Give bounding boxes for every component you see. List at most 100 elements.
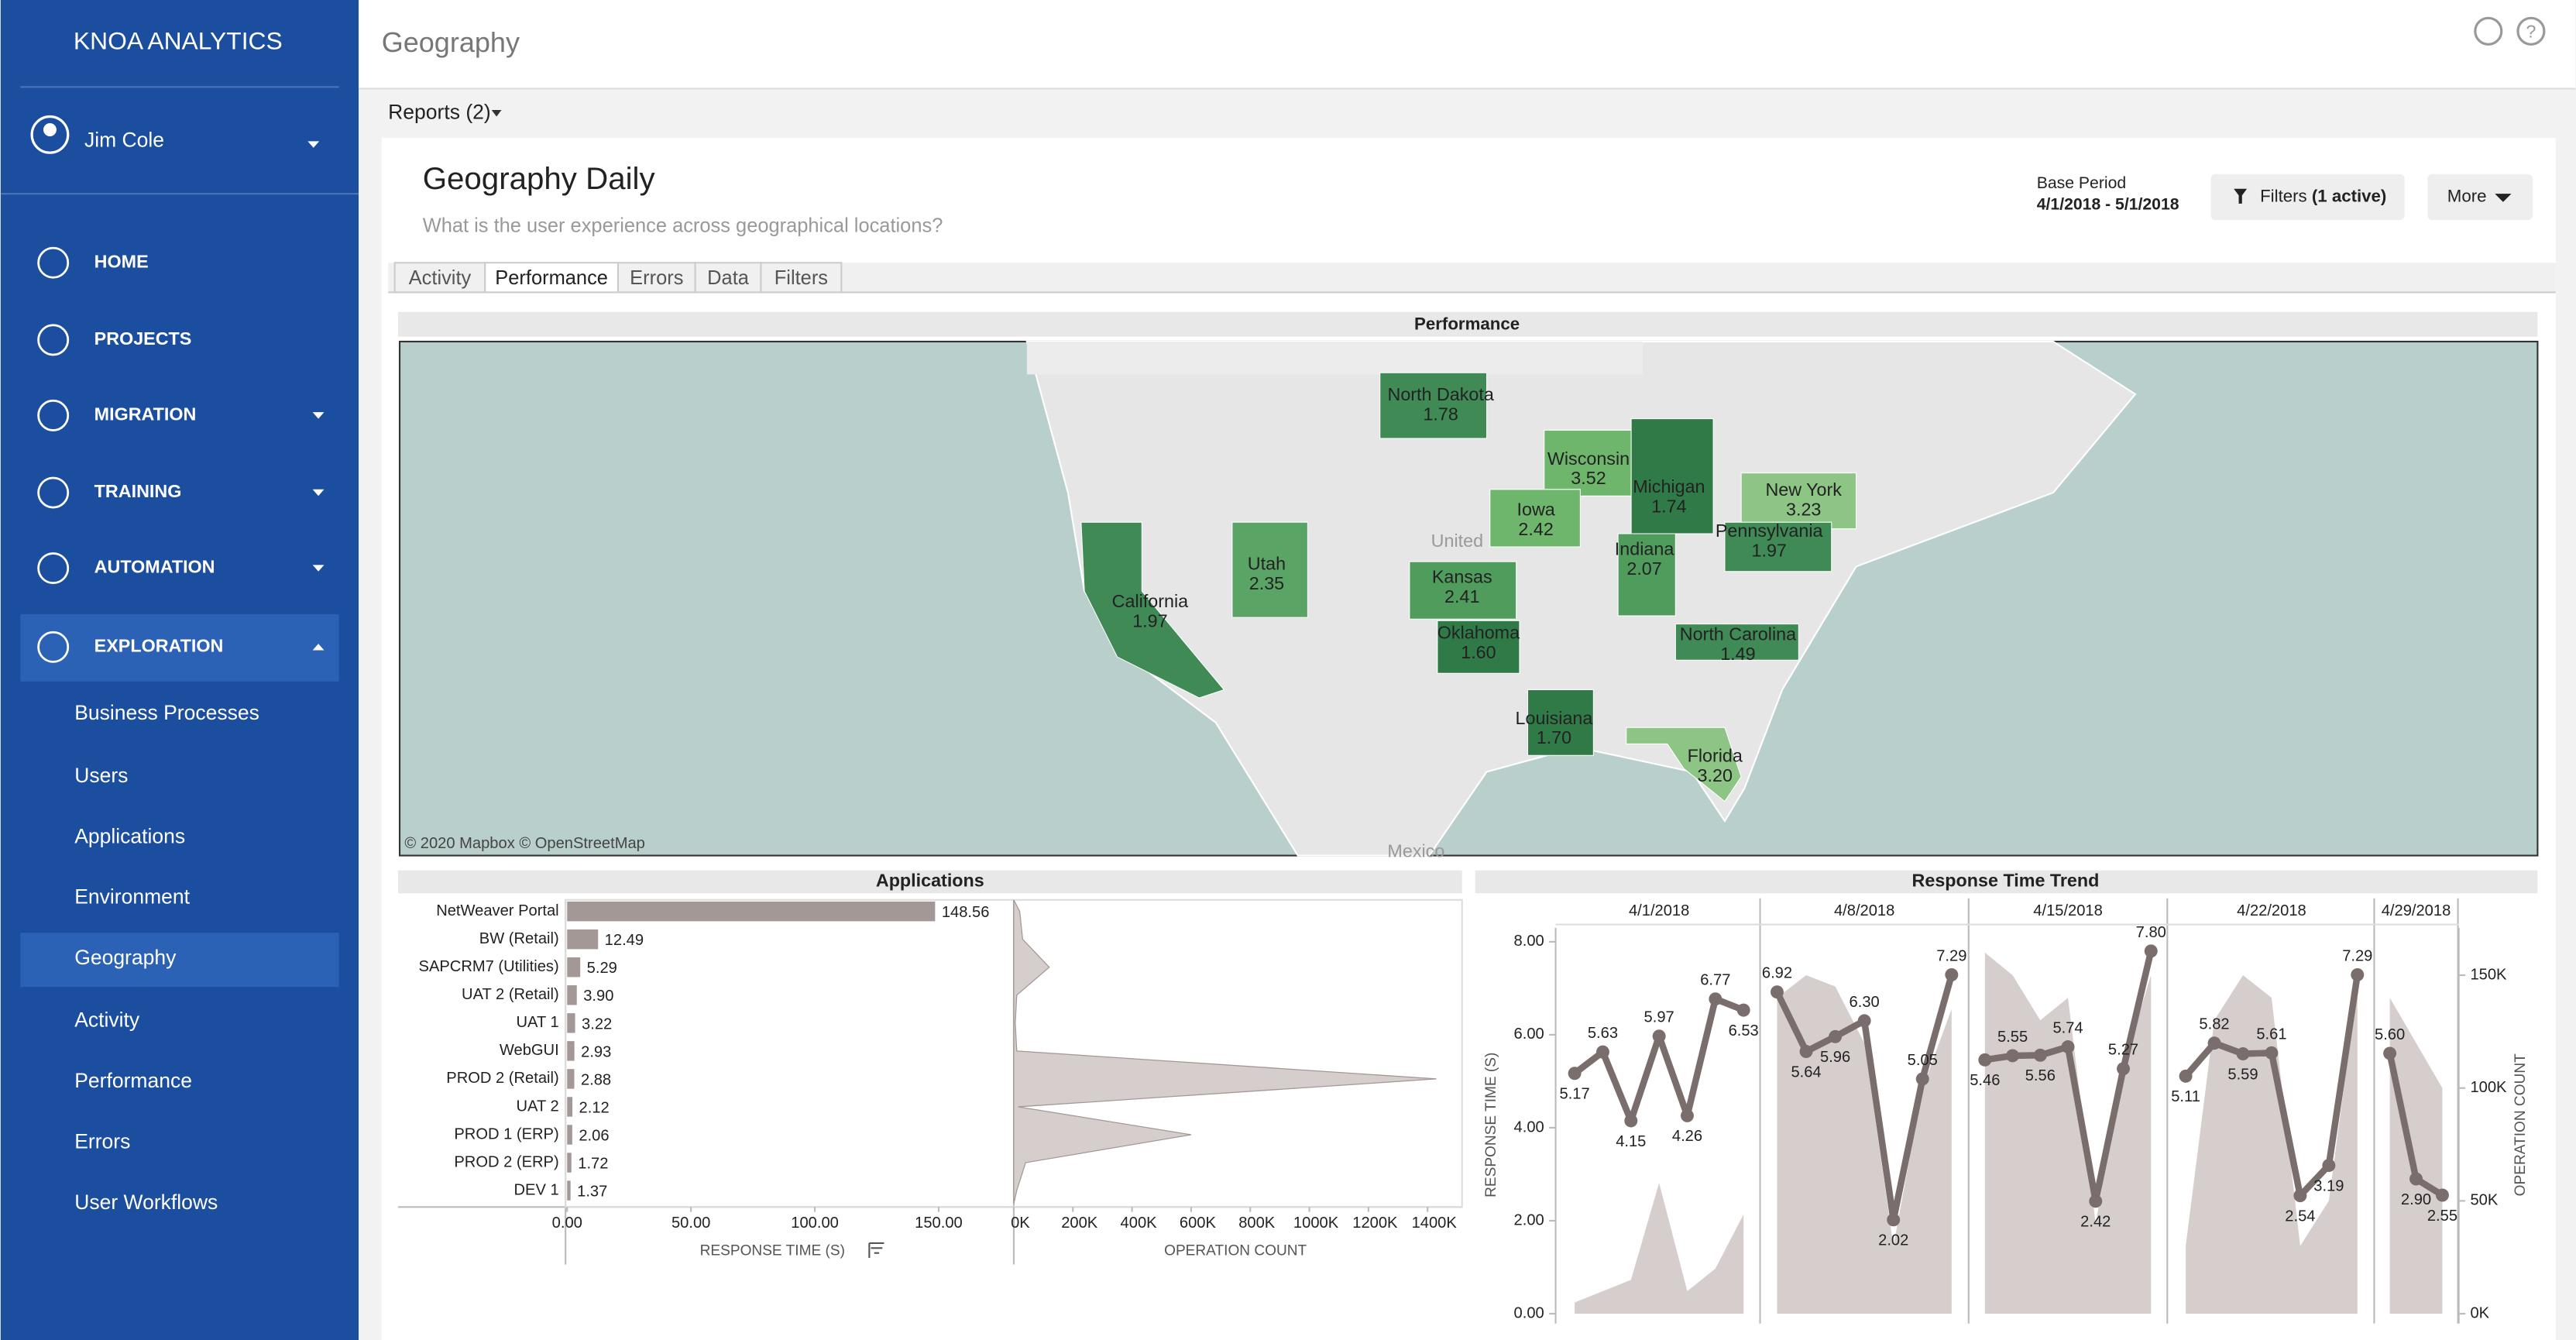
point[interactable] <box>2236 1047 2250 1061</box>
point[interactable] <box>1681 1108 1694 1122</box>
tab-label[interactable]: Activity <box>409 267 472 289</box>
nav-caret[interactable] <box>312 489 325 496</box>
chart-title: Applications <box>876 871 984 891</box>
subnav-item[interactable]: Geography <box>74 946 177 969</box>
point[interactable] <box>2383 1046 2397 1060</box>
point[interactable] <box>2351 968 2365 981</box>
tab[interactable] <box>760 262 843 294</box>
value-label: 2.06 <box>579 1127 609 1144</box>
point[interactable] <box>2322 1159 2336 1173</box>
point[interactable] <box>2006 1049 2020 1063</box>
nav-item[interactable]: MIGRATION <box>94 404 197 424</box>
subnav-item[interactable]: User Workflows <box>74 1191 218 1214</box>
point[interactable] <box>1915 1072 1929 1086</box>
reports-menu[interactable]: Reports (2) <box>388 100 491 123</box>
state[interactable] <box>1674 624 1799 661</box>
state[interactable] <box>1626 727 1742 802</box>
nav-item[interactable]: TRAINING <box>94 481 182 501</box>
sort-icon[interactable] <box>868 1242 884 1258</box>
subnav-item[interactable]: Performance <box>74 1069 192 1092</box>
more-button[interactable] <box>2427 174 2533 221</box>
state[interactable] <box>1724 521 1832 572</box>
filters-button[interactable] <box>2210 174 2405 221</box>
nav-item[interactable]: EXPLORATION <box>94 635 224 655</box>
state[interactable] <box>1379 372 1488 439</box>
top-bar <box>359 0 2576 89</box>
tab-label[interactable]: Performance <box>495 267 608 289</box>
filters-label[interactable]: Filters (1 active) <box>2260 186 2386 205</box>
point[interactable] <box>1624 1114 1638 1128</box>
subnav-item[interactable]: Applications <box>74 824 185 847</box>
point[interactable] <box>1978 1053 1992 1067</box>
subnav-active <box>20 933 339 988</box>
more-caret[interactable] <box>2495 194 2512 202</box>
point[interactable] <box>1887 1213 1901 1227</box>
filter-icon[interactable] <box>2234 188 2248 204</box>
bar <box>567 1041 575 1061</box>
state[interactable] <box>1231 521 1308 618</box>
help-icon[interactable] <box>2516 16 2546 46</box>
nav-item[interactable]: HOME <box>94 251 149 271</box>
tab-label[interactable]: Filters <box>775 267 828 289</box>
tab-label[interactable]: Errors <box>630 267 683 289</box>
state[interactable] <box>1527 689 1594 756</box>
point[interactable] <box>1799 1045 1813 1059</box>
state[interactable] <box>1437 620 1520 674</box>
point[interactable] <box>1709 992 1722 1006</box>
state[interactable] <box>1080 521 1225 699</box>
subnav-item[interactable]: Users <box>74 764 128 787</box>
point[interactable] <box>1568 1067 1582 1081</box>
reports-caret[interactable] <box>491 110 502 117</box>
nav-item[interactable]: AUTOMATION <box>94 557 215 577</box>
state[interactable] <box>1630 418 1714 534</box>
tab[interactable] <box>393 262 486 294</box>
point[interactable] <box>1652 1029 1666 1043</box>
nav-caret[interactable] <box>312 565 325 572</box>
filters-text[interactable]: Filters <box>2260 186 2307 205</box>
more-label[interactable]: More <box>2447 186 2487 205</box>
state-name: Oklahoma <box>1437 623 1520 643</box>
nav-caret[interactable] <box>312 644 325 651</box>
y-tick-label: 2.00 <box>1514 1211 1544 1228</box>
state[interactable] <box>1409 561 1517 620</box>
point[interactable] <box>2409 1172 2423 1186</box>
filters-active[interactable]: (1 active) <box>2312 186 2386 205</box>
value-label: 2.55 <box>2427 1208 2458 1225</box>
point[interactable] <box>2293 1189 2307 1203</box>
settings-icon[interactable] <box>2474 16 2503 46</box>
state[interactable] <box>1740 472 1857 530</box>
state[interactable] <box>1489 489 1581 548</box>
point[interactable] <box>2089 1194 2103 1208</box>
chart-title-bar <box>1475 870 2538 894</box>
user-caret[interactable] <box>307 141 320 148</box>
map-title: Performance <box>1414 314 1520 334</box>
nav-item[interactable]: PROJECTS <box>94 328 192 349</box>
point[interactable] <box>2265 1046 2279 1060</box>
subnav-item[interactable]: Environment <box>74 885 190 909</box>
category-label: PROD 2 (ERP) <box>454 1153 558 1170</box>
subnav-item[interactable]: Activity <box>74 1008 140 1032</box>
tab-label[interactable]: Data <box>707 267 750 289</box>
point[interactable] <box>1945 968 1959 981</box>
subnav-item[interactable]: Business Processes <box>74 701 259 724</box>
state[interactable] <box>1617 533 1676 617</box>
help-icon-mark[interactable]: ? <box>2526 22 2536 42</box>
tab[interactable] <box>694 262 762 294</box>
point[interactable] <box>1736 1003 1750 1017</box>
point[interactable] <box>2435 1188 2449 1202</box>
point[interactable] <box>2207 1036 2221 1050</box>
point[interactable] <box>2061 1040 2075 1054</box>
nav-caret[interactable] <box>312 412 325 419</box>
point[interactable] <box>1595 1045 1609 1059</box>
point[interactable] <box>2144 944 2158 958</box>
point[interactable] <box>1771 985 1784 999</box>
point[interactable] <box>1829 1029 1843 1043</box>
subnav-item[interactable]: Errors <box>74 1130 130 1153</box>
user-name[interactable]: Jim Cole <box>84 128 164 151</box>
point[interactable] <box>2179 1069 2193 1083</box>
point[interactable] <box>1857 1014 1871 1028</box>
map-land-canada <box>1026 341 1643 375</box>
point[interactable] <box>2117 1062 2131 1076</box>
point[interactable] <box>2033 1048 2047 1062</box>
tab[interactable] <box>484 262 620 294</box>
